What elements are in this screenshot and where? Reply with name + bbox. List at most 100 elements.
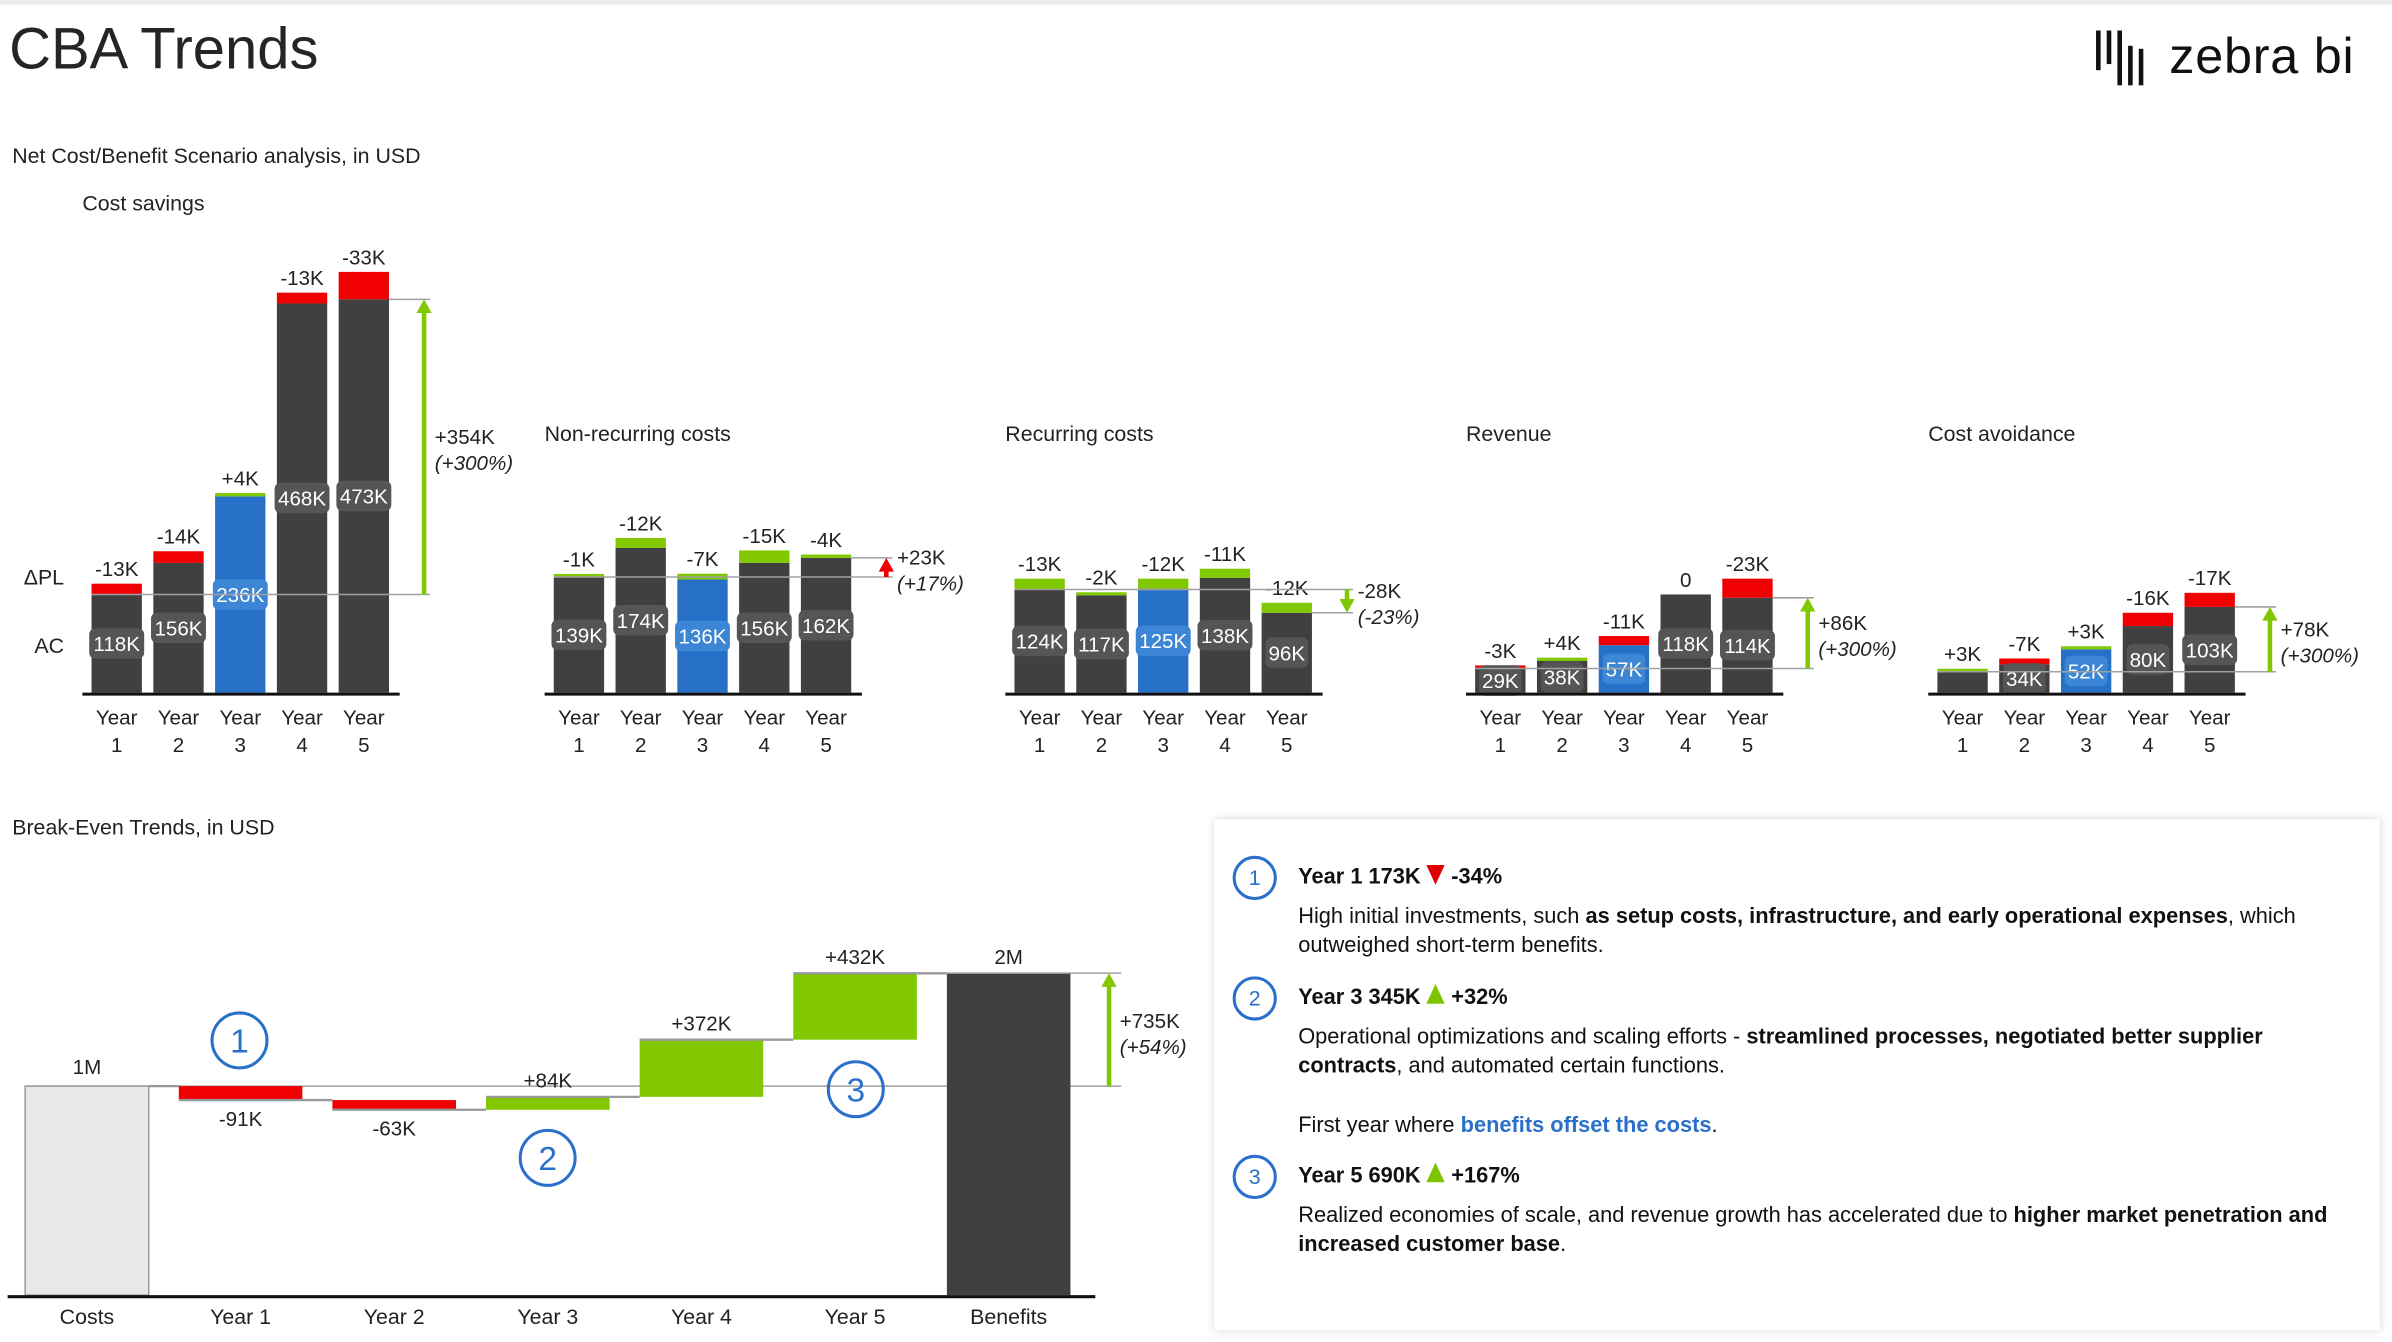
category-label: 2 (1556, 734, 1567, 757)
category-label: 1 (573, 734, 584, 757)
category-label: Year (219, 707, 261, 730)
total-pct-label: (+54%) (1120, 1036, 1187, 1059)
insights-panel: 1 Year 1 173K -34% High initial investmen… (1214, 819, 2380, 1331)
category-label: Year 3 (517, 1305, 578, 1329)
value-label: 236K (216, 584, 264, 607)
category-label: 3 (1618, 734, 1629, 757)
delta-box (1999, 658, 2050, 665)
delta-label: -23K (1726, 553, 1770, 576)
value-label: 468K (278, 488, 326, 511)
delta-label: +3K (1944, 643, 1981, 666)
delta-box (1722, 578, 1773, 598)
marker-circle: 1 (1232, 855, 1277, 901)
delta-label: -11K (1603, 610, 1645, 633)
category-label: 2 (2019, 734, 2030, 757)
delta-label: -3K (1484, 640, 1516, 663)
top-border (0, 0, 2392, 5)
total-pct-label: (+300%) (435, 452, 513, 475)
chart-title: Non-recurring costs (545, 422, 731, 446)
total-pct-label: (+300%) (1818, 638, 1896, 661)
delta-box (553, 573, 605, 578)
category-label: Year (96, 707, 138, 730)
value-label: 34K (2006, 668, 2043, 691)
insight-heading: Year 5 690K +167% (1298, 1162, 2335, 1192)
body-bold: as setup costs, infrastructure, and earl… (1585, 903, 2228, 929)
delta-box (1014, 578, 1065, 590)
value-pill (551, 619, 607, 651)
value-label: 103K (2186, 639, 2234, 662)
delta-box (1937, 668, 1988, 672)
insight-note: First year where benefits offset the cos… (1298, 1111, 2335, 1141)
body-text: , which outweighed short-term benefits. (1298, 903, 2296, 959)
total-arrow-head (2262, 606, 2278, 621)
step-bar (332, 1100, 456, 1110)
step-bar (178, 1086, 303, 1101)
delta-label: -1K (563, 548, 595, 571)
heading-text: Year 3 345K (1298, 985, 1421, 1010)
category-label: Year 4 (671, 1305, 732, 1329)
category-label: 2 (173, 734, 184, 757)
value-label: 162K (802, 615, 850, 638)
step-label: +372K (671, 1013, 731, 1036)
category-label: Year (620, 707, 662, 730)
category-label: 4 (1219, 734, 1230, 757)
value-label: 124K (1016, 631, 1064, 654)
body-bold: streamlined processes, negotiated better… (1298, 1024, 2263, 1079)
delta-label: -12K (1141, 553, 1185, 576)
marker-number: 3 (846, 1072, 865, 1109)
value-pill (675, 620, 730, 652)
body-text: Realized economies of scale, and revenue… (1298, 1202, 2014, 1228)
delta-box (2122, 612, 2174, 627)
category-label: Year 2 (364, 1305, 425, 1329)
total-pct-label: (-23%) (1358, 606, 1420, 629)
value-pill (151, 612, 206, 643)
category-label: 3 (1157, 734, 1168, 757)
delta-label: -12K (1265, 577, 1309, 600)
delta-label: -15K (743, 525, 787, 548)
category-label: Year (1019, 707, 1061, 730)
delta-label: -4K (810, 529, 842, 552)
note-text: First year where (1298, 1112, 1461, 1138)
total-arrow-head (416, 299, 432, 314)
category-label: Year (1266, 707, 1308, 730)
triangle-down-icon (1426, 864, 1446, 885)
value-pill (1073, 628, 1129, 660)
category-label: Year (1665, 707, 1707, 730)
value-label: 80K (2130, 649, 2167, 672)
total-pct-label: (+300%) (2281, 644, 2359, 667)
category-label: Year (558, 707, 600, 730)
value-label: 136K (678, 626, 726, 649)
value-label: 57K (1606, 659, 1643, 682)
delta-label: -7K (686, 548, 718, 571)
category-label: 3 (235, 734, 246, 757)
category-label: Year (743, 707, 785, 730)
bar (1937, 671, 1988, 693)
category-label: Year (281, 707, 323, 730)
total-arrow-head (1101, 973, 1117, 987)
category-label: Year (1727, 707, 1769, 730)
triangle-up-icon (1426, 1162, 1446, 1183)
row-label-delta-pl: ΔPL (24, 565, 64, 589)
total-arrow-head (1800, 597, 1816, 612)
change-text: -34% (1451, 864, 1503, 890)
insight-item-1: 1 Year 1 173K -34% High initial investmen… (1232, 855, 2335, 961)
value-pill (1135, 625, 1191, 656)
step-label: +84K (523, 1070, 572, 1093)
value-pill (336, 480, 392, 512)
category-label: Year (158, 707, 200, 730)
category-label: 5 (1281, 734, 1292, 757)
step-label: +432K (825, 946, 885, 969)
delta-box (1261, 602, 1312, 613)
triangle-up-icon (1426, 983, 1446, 1004)
delta-box (338, 271, 390, 300)
body-text: Operational optimizations and scaling ef… (1298, 1024, 1747, 1049)
marker-number: 1 (230, 1024, 249, 1061)
category-label: Year (1480, 707, 1522, 730)
insight-heading: Year 3 345K +32% (1298, 983, 2335, 1014)
category-label: 4 (296, 734, 307, 757)
section-subtitle-scenario: Net Cost/Benefit Scenario analysis, in U… (12, 143, 421, 168)
category-label: 1 (1034, 734, 1045, 757)
delta-label: -2K (1085, 567, 1117, 590)
body-text: , and automated certain functions. (1396, 1054, 1725, 1079)
